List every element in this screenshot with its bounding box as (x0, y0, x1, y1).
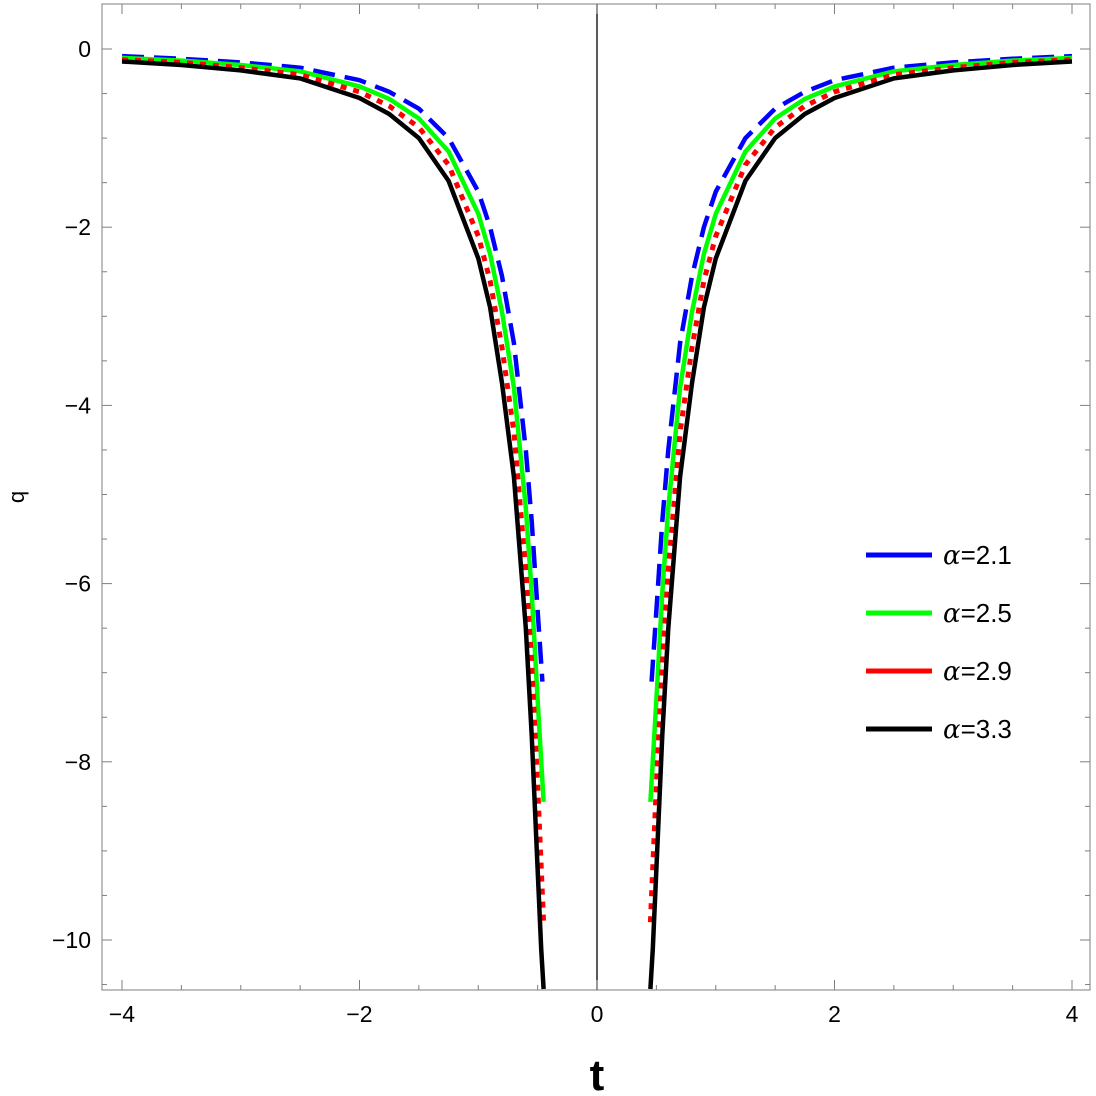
y-tick-label: −8 (65, 749, 91, 775)
legend-alpha-symbol: α (943, 599, 961, 629)
series-line-4-right (648, 59, 1073, 990)
legend-alpha-value: =2.5 (961, 598, 1012, 628)
x-tick-label: 4 (1066, 1001, 1079, 1027)
x-tick-label: −4 (109, 1001, 135, 1027)
legend-label: α=2.1 (943, 540, 1012, 571)
legend-label: α=3.3 (943, 714, 1012, 745)
series-line-1-right (649, 53, 1073, 682)
y-tick-label: −2 (65, 214, 91, 240)
x-tick-label: 2 (828, 1001, 841, 1027)
legend-alpha-value: =2.1 (961, 540, 1012, 570)
series-line-3-right (647, 57, 1073, 923)
series-line-1-left (121, 53, 545, 682)
series-line-2-left (121, 55, 546, 803)
series-line-2-right (648, 55, 1073, 803)
x-tick-label: −2 (346, 1001, 372, 1027)
legend-label: α=2.5 (943, 598, 1012, 629)
plot-frame (101, 3, 1091, 991)
series-line-3-left (121, 57, 547, 923)
x-axis-title: t (590, 1051, 605, 1096)
legend-alpha-value: =3.3 (961, 714, 1012, 744)
y-tick-label: −4 (65, 392, 91, 418)
y-axis-title: q (4, 491, 29, 503)
legend-alpha-symbol: α (943, 657, 961, 687)
legend-alpha-value: =2.9 (961, 656, 1012, 686)
series-line-4-left (121, 59, 546, 990)
y-tick-label: 0 (78, 36, 91, 62)
x-tick-label: 0 (591, 1001, 604, 1027)
legend-label: α=2.9 (943, 656, 1012, 687)
y-tick-label: −6 (65, 571, 91, 597)
y-tick-label: −10 (52, 927, 91, 953)
legend-alpha-symbol: α (943, 715, 961, 745)
legend-alpha-symbol: α (943, 541, 961, 571)
